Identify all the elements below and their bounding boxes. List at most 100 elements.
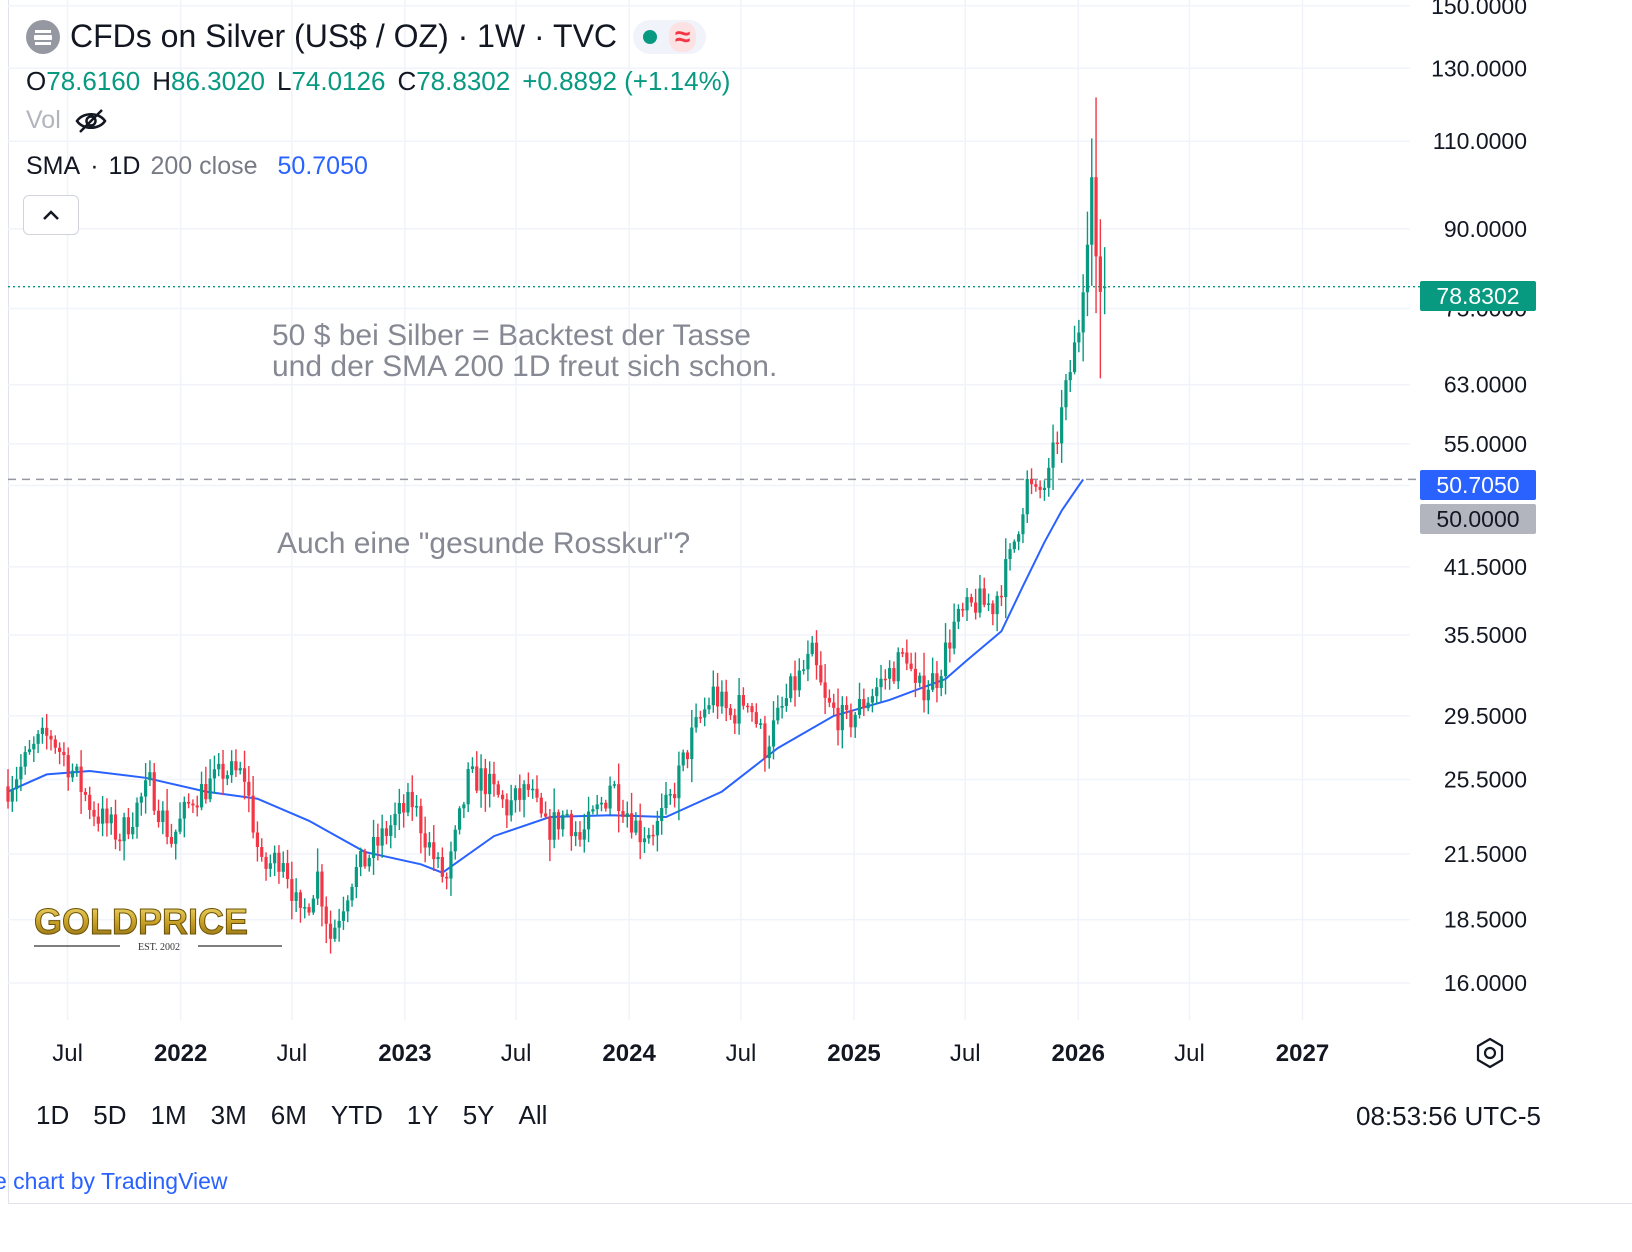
status-pill[interactable]: ≈ <box>633 19 707 54</box>
candle <box>552 788 556 849</box>
candle <box>759 718 763 729</box>
candle-body <box>277 852 281 872</box>
candle-body <box>965 597 969 611</box>
candle-body <box>982 588 986 605</box>
candle-body <box>298 892 303 908</box>
candle-body <box>58 747 62 752</box>
candle <box>384 821 389 845</box>
candle <box>939 669 943 697</box>
candle-body <box>113 814 118 840</box>
range-button-1y[interactable]: 1Y <box>406 1100 439 1130</box>
price-tick-label: 41.5000 <box>1444 554 1527 580</box>
annotation-line-3: Auch eine "gesunde Rosskur"? <box>277 527 691 560</box>
candle <box>45 714 49 750</box>
candle <box>974 588 978 620</box>
candle-body <box>866 702 870 709</box>
candle <box>479 754 483 808</box>
range-button-6m[interactable]: 6M <box>270 1100 307 1130</box>
candle <box>122 812 126 861</box>
range-button-ytd[interactable]: YTD <box>330 1100 383 1130</box>
time-tick-label: 2027 <box>1276 1040 1329 1067</box>
change-value: +0.8892 (+1.14%) <box>522 66 731 96</box>
text-annotation-rosskur[interactable]: Auch eine "gesunde Rosskur"? <box>277 528 690 559</box>
tradingview-credit-link[interactable]: e chart by TradingView <box>0 1168 228 1194</box>
candle <box>1029 468 1034 495</box>
candle <box>363 848 367 869</box>
candle-body <box>526 784 530 790</box>
volume-label: Vol <box>26 106 61 134</box>
candle-body <box>905 652 909 664</box>
candle <box>445 872 449 890</box>
candle-body <box>733 715 737 724</box>
wave-icon: ≈ <box>669 21 697 52</box>
candle-body <box>1103 286 1107 289</box>
candle <box>247 766 251 813</box>
range-button-all[interactable]: All <box>518 1100 548 1130</box>
high-value: 86.3020 <box>171 66 265 96</box>
range-button-1m[interactable]: 1M <box>150 1100 187 1130</box>
chart-pane[interactable] <box>8 0 1632 1204</box>
price-tick-label: 35.5000 <box>1444 622 1527 648</box>
range-button-5y[interactable]: 5Y <box>462 1100 495 1130</box>
candle <box>165 788 169 845</box>
candle <box>1094 97 1098 314</box>
candle-body <box>1012 541 1016 550</box>
candle-body <box>346 900 350 912</box>
candle <box>303 898 307 919</box>
candle-body <box>1038 486 1042 491</box>
low-value: 74.0126 <box>291 66 386 96</box>
candle <box>156 799 161 828</box>
range-button-3m[interactable]: 3M <box>210 1100 247 1130</box>
candle-body <box>737 695 741 724</box>
candle-body <box>1085 244 1090 293</box>
candle <box>531 779 535 799</box>
candle-body <box>617 784 621 812</box>
candle-body <box>23 752 27 767</box>
candle-body <box>578 832 582 840</box>
candle <box>152 763 156 815</box>
candle <box>526 772 530 797</box>
range-button-5d[interactable]: 5D <box>93 1100 127 1130</box>
candle <box>1060 389 1064 463</box>
candle-body <box>1008 549 1012 560</box>
candle-body <box>1068 372 1072 381</box>
range-button-1d[interactable]: 1D <box>36 1100 70 1130</box>
candle-body <box>797 670 801 691</box>
candle-body <box>999 595 1004 598</box>
candle <box>36 730 40 754</box>
eye-hidden-icon[interactable] <box>75 108 107 134</box>
candle <box>513 785 518 813</box>
candle <box>935 661 939 703</box>
candle-body <box>931 673 935 690</box>
candle-body <box>402 802 406 813</box>
candle <box>625 801 629 828</box>
clock-readout[interactable]: 08:53:56 UTC-5 <box>1356 1101 1541 1131</box>
candle <box>294 878 298 913</box>
candle <box>427 832 432 856</box>
candle <box>333 919 337 942</box>
candle-body <box>978 588 982 613</box>
candle <box>1025 470 1029 523</box>
candle-body <box>380 828 384 846</box>
candle-body <box>840 704 844 731</box>
text-annotation-backtest[interactable]: 50 $ bei Silber = Backtest der Tasse und… <box>272 320 777 382</box>
candle-body <box>32 743 36 750</box>
candle-body <box>492 773 496 785</box>
price-tick-label: 130.0000 <box>1431 55 1527 81</box>
candle <box>268 854 272 877</box>
symbol-title[interactable]: CFDs on Silver (US$ / OZ) · 1W · TVC <box>70 18 618 54</box>
candle-body <box>888 668 892 679</box>
candle <box>875 677 879 705</box>
candle <box>440 847 444 883</box>
candle-body <box>419 806 423 834</box>
sma-legend[interactable]: SMA · 1D 200 close 50.7050 <box>26 152 368 181</box>
volume-legend[interactable]: Vol <box>26 106 107 135</box>
gear-icon[interactable] <box>1474 1037 1506 1069</box>
candle-body <box>556 812 561 830</box>
candle <box>32 736 36 763</box>
time-axis[interactable]: Jul 2022 Jul 2023 Jul 2024 Jul 2025 Jul 2026 Jul 20… <box>52 1040 1329 1067</box>
collapse-legend-button[interactable] <box>23 195 79 235</box>
candle <box>569 809 573 851</box>
candle <box>591 805 595 815</box>
